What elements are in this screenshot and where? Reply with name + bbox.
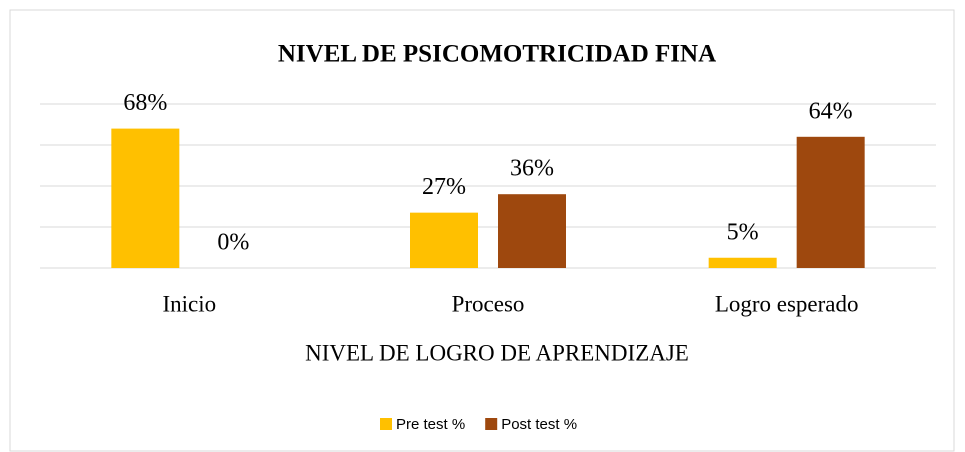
bar [708, 257, 777, 268]
legend-swatch [485, 418, 498, 430]
x-tick-label: Logro esperado [715, 291, 859, 316]
data-label: 36% [510, 156, 554, 182]
x-tick-label: Proceso [452, 291, 525, 316]
x-tick-label: Inicio [163, 291, 217, 316]
legend-label: Post test % [501, 416, 577, 433]
data-label: 68% [123, 90, 167, 116]
legend-swatch [380, 418, 392, 430]
bar [796, 136, 865, 268]
data-label: 64% [809, 98, 853, 124]
bar [111, 128, 180, 268]
x-axis-label: NIVEL DE LOGRO DE APRENDIZAJE [305, 340, 689, 365]
data-label: 0% [217, 230, 249, 256]
bar [410, 212, 478, 268]
data-label: 27% [422, 174, 466, 200]
data-label: 5% [727, 219, 759, 245]
bar [498, 194, 566, 268]
legend-label: Pre test % [396, 416, 465, 433]
chart-title: NIVEL DE PSICOMOTRICIDAD FINA [278, 41, 716, 68]
